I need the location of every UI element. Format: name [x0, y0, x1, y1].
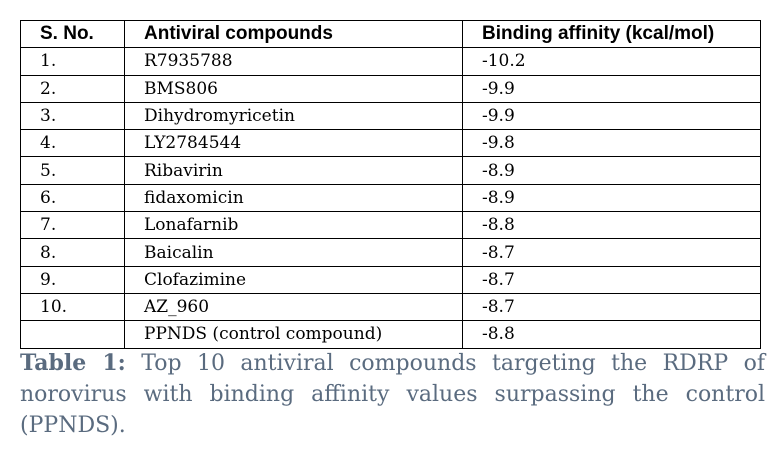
serial-number-cell: 3.: [20, 101, 125, 131]
table-row: 8. Baicalin -8.7: [20, 238, 761, 267]
compound-name-cell: Dihydromyricetin: [124, 101, 463, 131]
table-row: 3. Dihydromyricetin -9.9: [20, 101, 761, 131]
table-header-row: S. No. Antiviral compounds Binding affin…: [20, 19, 761, 49]
table-row: 5. Ribavirin -8.9: [20, 156, 761, 185]
control-compound-row: PPNDS (control compound) -8.8: [20, 320, 761, 349]
table-row: 4. LY2784544 -9.8: [20, 129, 761, 158]
header-antiviral-compounds: Antiviral compounds: [124, 19, 463, 49]
serial-number-cell: 5.: [20, 156, 125, 185]
binding-affinity-cell: -8.7: [462, 265, 761, 294]
compound-name-cell: Ribavirin: [124, 156, 463, 185]
binding-affinity-cell: -8.8: [462, 320, 761, 349]
header-binding-affinity: Binding affinity (kcal/mol): [462, 19, 761, 49]
serial-number-cell: 1.: [20, 47, 125, 76]
compound-name-cell: BMS806: [124, 74, 463, 103]
compound-name-cell: Baicalin: [124, 238, 463, 267]
binding-affinity-cell: -9.8: [462, 129, 761, 158]
binding-affinity-cell: -8.9: [462, 156, 761, 185]
caption-text: Top 10 antiviral compounds targeting the…: [20, 351, 765, 438]
binding-affinity-cell: -8.7: [462, 238, 761, 267]
table-caption: Table 1: Top 10 antiviral compounds targ…: [20, 348, 765, 441]
serial-number-cell: [20, 320, 125, 349]
binding-affinity-cell: -8.8: [462, 211, 761, 240]
compound-name-cell: fidaxomicin: [124, 183, 463, 213]
header-serial-number: S. No.: [20, 19, 125, 49]
compound-name-cell: LY2784544: [124, 129, 463, 158]
binding-affinity-cell: -8.7: [462, 292, 761, 322]
binding-affinity-cell: -8.9: [462, 183, 761, 213]
compound-name-cell: AZ_960: [124, 292, 463, 322]
serial-number-cell: 9.: [20, 265, 125, 294]
serial-number-cell: 7.: [20, 211, 125, 240]
serial-number-cell: 2.: [20, 74, 125, 103]
table-row: 1. R7935788 -10.2: [20, 47, 761, 76]
table-row: 7. Lonafarnib -8.8: [20, 211, 761, 240]
compound-name-cell: R7935788: [124, 47, 463, 76]
binding-affinity-cell: -9.9: [462, 101, 761, 131]
compound-name-cell: PPNDS (control compound): [124, 320, 463, 349]
serial-number-cell: 6.: [20, 183, 125, 213]
compound-name-cell: Lonafarnib: [124, 211, 463, 240]
compound-name-cell: Clofazimine: [124, 265, 463, 294]
table-row: 10. AZ_960 -8.7: [20, 292, 761, 322]
serial-number-cell: 4.: [20, 129, 125, 158]
compound-table: S. No. Antiviral compounds Binding affin…: [20, 19, 761, 349]
binding-affinity-cell: -10.2: [462, 47, 761, 76]
binding-affinity-cell: -9.9: [462, 74, 761, 103]
serial-number-cell: 10.: [20, 292, 125, 322]
table-row: 6. fidaxomicin -8.9: [20, 183, 761, 213]
caption-label: Table 1:: [20, 350, 126, 376]
table-row: 9. Clofazimine -8.7: [20, 265, 761, 294]
serial-number-cell: 8.: [20, 238, 125, 267]
table-row: 2. BMS806 -9.9: [20, 74, 761, 103]
